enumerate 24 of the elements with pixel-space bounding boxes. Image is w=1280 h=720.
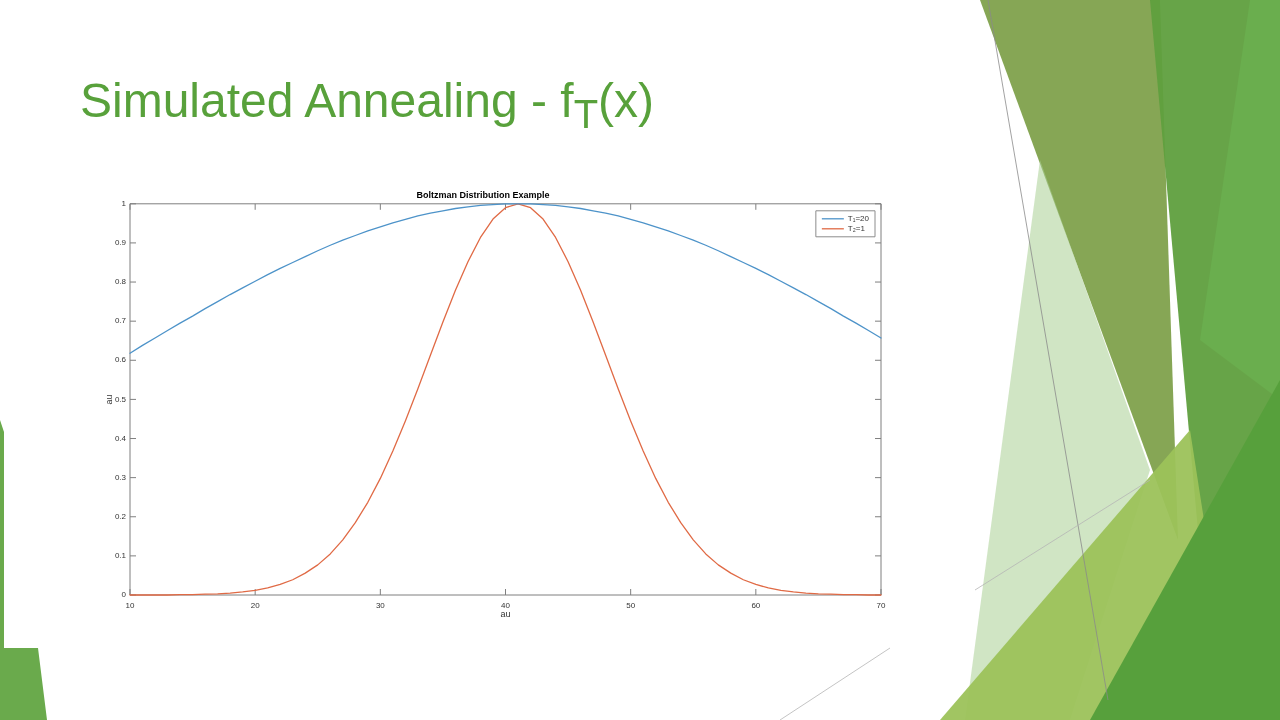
y-tick-label: 0.1 bbox=[114, 551, 127, 561]
y-tick-label: 0.3 bbox=[114, 472, 127, 482]
y-tick-label: 0 bbox=[121, 590, 127, 600]
x-tick-label: 70 bbox=[876, 601, 886, 610]
x-tick-label: 30 bbox=[375, 601, 386, 610]
chart-title: Simulated Annealing - f$_{T}$(x) bbox=[80, 74, 655, 138]
legend-label: T₂=1 bbox=[847, 224, 866, 233]
y-axis-title: au bbox=[103, 394, 114, 405]
legend-label: T₁=20 bbox=[847, 214, 870, 223]
x-axis-title: au bbox=[500, 609, 511, 620]
y-tick-label: 0.4 bbox=[114, 433, 127, 443]
y-tick-label: 1 bbox=[121, 199, 127, 208]
y-tick-label: 0.5 bbox=[114, 394, 127, 404]
x-tick-label: 20 bbox=[250, 601, 261, 610]
y-tick-label: 0.6 bbox=[114, 355, 127, 365]
y-tick-label: 0.8 bbox=[114, 277, 127, 287]
y-tick-label: 0.9 bbox=[114, 238, 127, 248]
y-tick-label: 0.7 bbox=[114, 316, 127, 326]
y-tick-label: 0.2 bbox=[114, 511, 127, 521]
x-tick-label: 60 bbox=[751, 601, 761, 610]
x-tick-label: 50 bbox=[626, 601, 636, 610]
x-tick-label: 40 bbox=[501, 601, 511, 610]
x-tick-label: 10 bbox=[125, 601, 135, 610]
chart-subtitle: Boltzman Distribution Example bbox=[416, 189, 550, 200]
